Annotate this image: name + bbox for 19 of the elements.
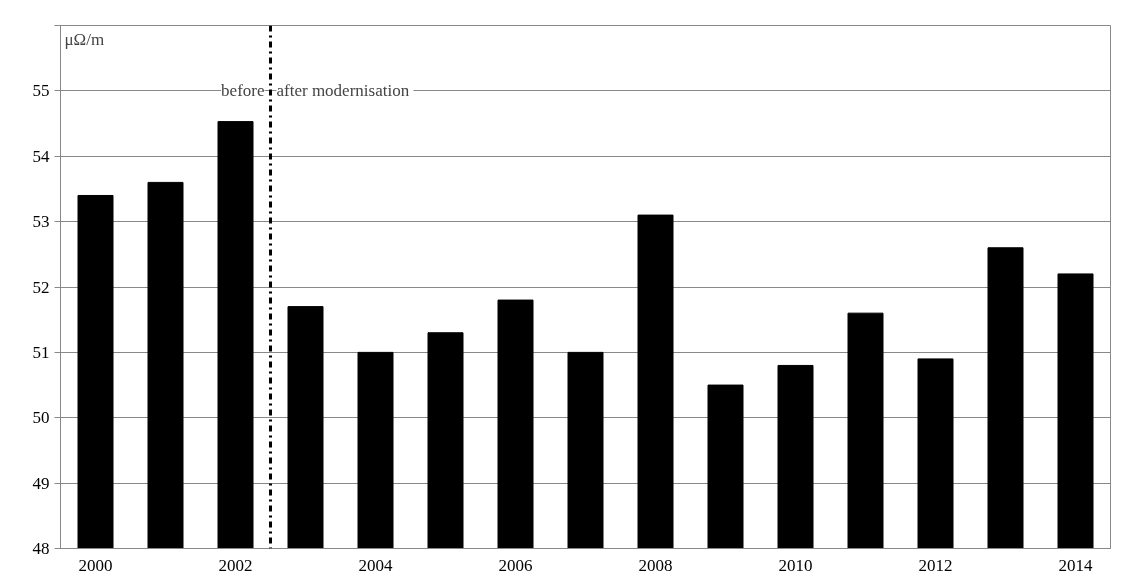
x-tick-label: 2006 [498,555,533,575]
annotation: after modernisation [276,81,410,101]
x-tick-label: 2014 [1058,555,1093,575]
y-axis-title: μΩ/m [64,29,105,49]
y-tick-label: 50 [32,408,50,428]
y-tick-label: 49 [32,473,50,493]
x-tick-label: 2002 [218,555,253,575]
y-tick-label: 51 [32,342,50,362]
y-tick-label: 48 [32,539,50,558]
x-tick-label: 2000 [78,555,113,575]
annotation: before [221,81,265,101]
x-tick-label: 2008 [638,555,673,575]
x-tick-label: 2010 [778,555,813,575]
x-tick-label: 2012 [918,555,953,575]
x-tick-label: 2004 [358,555,393,575]
y-tick-label: 54 [32,146,50,166]
y-tick-label: 55 [32,81,50,101]
y-tick-label: 52 [32,277,50,297]
y-tick-label: 53 [32,212,50,232]
